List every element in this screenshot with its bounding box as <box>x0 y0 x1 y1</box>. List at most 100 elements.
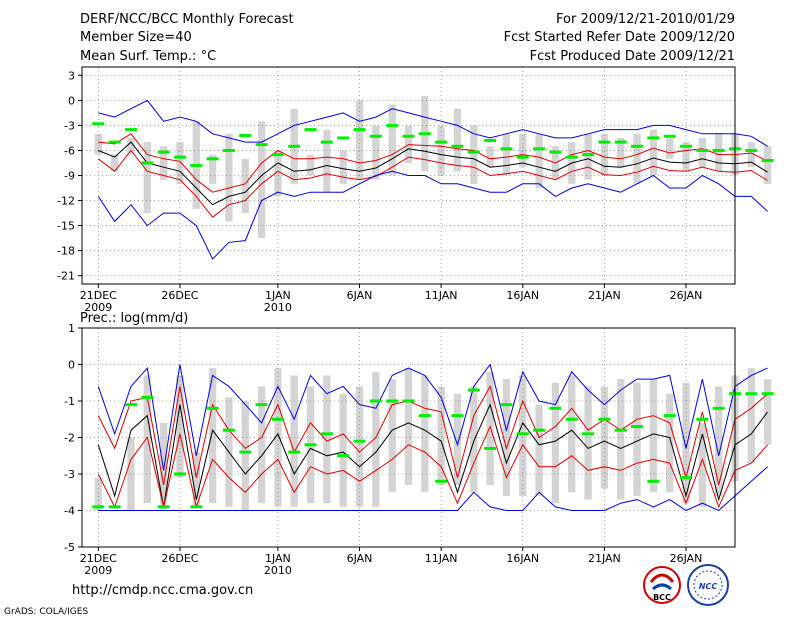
observed-marker <box>304 443 317 447</box>
member-size-label: Member Size=40 <box>80 30 192 45</box>
spread-bar <box>94 477 102 511</box>
observed-marker <box>386 399 399 403</box>
observed-marker <box>533 147 546 151</box>
observed-marker <box>451 144 464 148</box>
y-tick-label: -21 <box>57 270 75 283</box>
spread-bar <box>388 104 396 176</box>
series-line-min <box>97 170 768 260</box>
y-tick-label: 3 <box>68 69 75 82</box>
spread-bar <box>323 129 331 193</box>
spread-bar <box>453 393 462 485</box>
observed-marker <box>271 417 284 421</box>
spread-bar <box>763 146 772 184</box>
observed-marker <box>631 425 644 429</box>
x-tick-label: 21DEC <box>80 552 117 565</box>
spread-bar <box>257 121 266 239</box>
spread-bar <box>176 375 184 478</box>
observed-marker <box>484 138 497 142</box>
observed-marker <box>451 414 464 418</box>
spread-bar <box>747 142 755 168</box>
spread-bar <box>208 368 217 504</box>
spread-bar <box>535 404 543 496</box>
y-tick-label: -12 <box>57 195 75 208</box>
observed-marker <box>92 122 105 126</box>
observed-marker <box>565 155 578 159</box>
series-line-upper <box>98 133 768 193</box>
spread-bar <box>143 142 151 214</box>
spread-bar <box>600 133 609 176</box>
observed-marker <box>761 392 774 396</box>
observed-marker <box>92 505 105 509</box>
spread-bar <box>127 137 135 155</box>
figure-title: DERF/NCC/BCC Monthly Forecast <box>80 12 294 27</box>
observed-marker <box>647 479 660 483</box>
series-line-upper <box>97 385 768 486</box>
observed-marker <box>304 128 317 132</box>
x-tick-label: 21JAN <box>588 552 621 565</box>
observed-marker <box>124 128 137 132</box>
observed-marker <box>418 414 431 418</box>
spread-bar <box>470 386 478 493</box>
spread-bar <box>470 125 478 184</box>
observed-marker <box>402 399 415 403</box>
observed-marker <box>337 454 350 458</box>
spread-bar <box>600 386 609 489</box>
bcc-logo: BCC <box>643 566 681 604</box>
y-tick-label: 0 <box>68 94 75 107</box>
y-tick-label: -1 <box>64 395 75 408</box>
spread-bar <box>372 125 380 180</box>
spread-bar <box>633 382 641 496</box>
observed-marker <box>173 155 186 159</box>
observed-marker <box>500 403 513 407</box>
x-tick-label: 6JAN <box>347 289 373 302</box>
spread-bar <box>617 379 625 500</box>
spread-bar <box>339 150 347 184</box>
observed-marker <box>288 450 301 454</box>
spread-bar <box>568 375 576 493</box>
observed-marker <box>680 476 693 480</box>
spread-bar <box>584 386 592 500</box>
ncc-logo-text: NCC <box>699 582 718 591</box>
x-tick-label: 6JAN <box>347 552 373 565</box>
y-tick-label: -6 <box>64 144 75 157</box>
x-tick-year: 2009 <box>84 564 112 577</box>
observed-marker <box>549 406 562 410</box>
spread-bar <box>486 146 494 168</box>
observed-marker <box>696 148 709 152</box>
y-tick-label: -3 <box>64 119 75 132</box>
observed-marker <box>108 140 121 144</box>
spread-bar <box>584 133 592 180</box>
observed-marker <box>435 479 448 483</box>
observed-marker <box>598 140 611 144</box>
ncc-logo: NCC <box>687 564 729 606</box>
x-tick-label: 1JAN <box>265 552 291 565</box>
spread-bar <box>698 422 707 507</box>
observed-marker <box>663 414 676 418</box>
observed-marker <box>745 392 758 396</box>
x-tick-label: 16JAN <box>506 289 539 302</box>
observed-marker <box>173 472 186 476</box>
spread-bar <box>225 133 233 222</box>
spread-bar <box>437 386 445 485</box>
observed-marker <box>516 155 529 159</box>
fcst-started-label: Fcst Started Refer Date 2009/12/20 <box>504 30 735 45</box>
observed-marker <box>255 143 268 147</box>
observed-marker <box>614 428 627 432</box>
observed-marker <box>533 428 546 432</box>
observed-marker <box>206 157 219 161</box>
series-line-min <box>98 466 768 512</box>
spread-bar <box>421 375 429 493</box>
observed-marker <box>565 417 578 421</box>
observed-marker <box>124 403 137 407</box>
spread-bar <box>274 150 282 197</box>
footer-url[interactable]: http://cmdp.ncc.cma.gov.cn <box>72 583 253 598</box>
observed-marker <box>516 432 529 436</box>
series-line-mean <box>98 141 768 206</box>
observed-marker <box>631 144 644 148</box>
y-tick-label: -18 <box>57 245 75 258</box>
spread-bar <box>306 154 315 176</box>
observed-marker <box>467 388 480 392</box>
observed-marker <box>680 144 693 148</box>
